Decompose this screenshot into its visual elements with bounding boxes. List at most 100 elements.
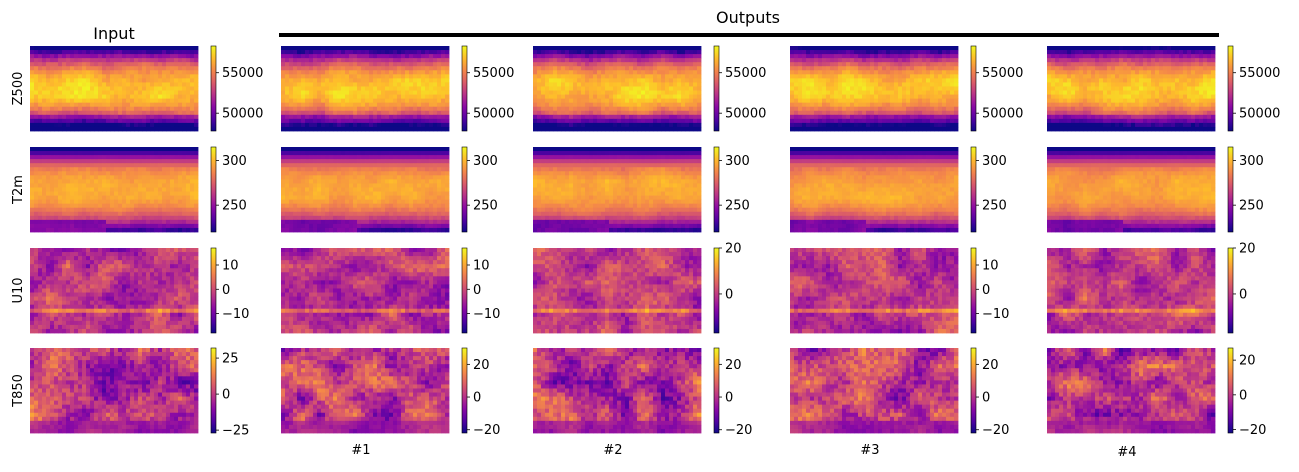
colorbar-tick-label: 0 (1239, 388, 1247, 403)
colorbar-tick-label: 50000 (222, 107, 263, 122)
colorbar-t850-3 (971, 348, 976, 433)
colorbar-tick-label: 10 (473, 259, 490, 274)
colorbar-tick-label: 0 (982, 391, 990, 406)
heatmap-z500-1 (281, 46, 449, 131)
colorbar-tick-label: 20 (725, 242, 742, 257)
colorbar-tick-label: 20 (982, 358, 999, 373)
colorbar-tick-label: 20 (1239, 242, 1256, 257)
colorbar-z500-4 (1228, 46, 1233, 131)
heatmap-t2m-0 (30, 147, 198, 232)
heatmap-z500-2 (533, 46, 701, 131)
colorbar-z500-3 (971, 46, 976, 131)
colorbar-tick-label: 300 (982, 154, 1007, 169)
colorbar-tick-label: 250 (222, 199, 247, 214)
colorbar-tick-label: −20 (473, 423, 500, 438)
colorbar-t850-1 (462, 348, 467, 433)
outputs-title: Outputs (716, 8, 780, 27)
heatmap-u10-4 (1047, 248, 1215, 333)
colorbar-z500-0 (211, 46, 216, 131)
colorbar-tick-label: −10 (222, 307, 249, 322)
colorbar-tick-label: 250 (725, 199, 750, 214)
colorbar-t2m-2 (714, 147, 719, 232)
colorbar-tick-label: 300 (725, 154, 750, 169)
colorbar-tick-label: 50000 (1239, 107, 1280, 122)
heatmap-u10-2 (533, 248, 701, 333)
column-label-2: #2 (603, 443, 622, 458)
colorbar-tick-label: 0 (982, 283, 990, 298)
colorbar-t850-0 (211, 348, 216, 433)
colorbar-tick-label: −10 (473, 307, 500, 322)
colorbar-tick-label: −20 (725, 423, 752, 438)
colorbar-t2m-0 (211, 147, 216, 232)
colorbar-tick-label: 55000 (1239, 66, 1280, 81)
colorbar-tick-label: 250 (982, 199, 1007, 214)
row-label-u10: U10 (11, 277, 26, 303)
heatmap-u10-3 (790, 248, 958, 333)
colorbar-t2m-1 (462, 147, 467, 232)
colorbar-u10-4 (1228, 248, 1233, 333)
heatmap-t2m-3 (790, 147, 958, 232)
colorbar-tick-label: 0 (725, 287, 733, 302)
row-label-t850: T850 (11, 374, 26, 408)
colorbar-tick-label: −10 (982, 307, 1009, 322)
column-label-1: #1 (351, 443, 370, 458)
heatmap-t2m-4 (1047, 147, 1215, 232)
colorbar-tick-label: 300 (1239, 154, 1264, 169)
colorbar-tick-label: 0 (222, 283, 230, 298)
input-title: Input (93, 24, 134, 43)
colorbar-tick-label: 250 (1239, 199, 1264, 214)
row-label-z500: Z500 (11, 72, 26, 106)
colorbar-t2m-4 (1228, 147, 1233, 232)
colorbar-tick-label: 300 (473, 154, 498, 169)
colorbar-tick-label: 55000 (473, 66, 514, 81)
column-label-4: #4 (1117, 445, 1136, 460)
colorbar-u10-2 (714, 248, 719, 333)
heatmap-t850-2 (533, 348, 701, 433)
colorbar-z500-1 (462, 46, 467, 131)
colorbar-tick-label: −20 (982, 423, 1009, 438)
colorbar-tick-label: 0 (222, 388, 230, 403)
colorbar-tick-label: 0 (725, 391, 733, 406)
colorbar-u10-0 (211, 248, 216, 333)
colorbar-tick-label: 0 (473, 391, 481, 406)
colorbar-t2m-3 (971, 147, 976, 232)
column-label-3: #3 (860, 443, 879, 458)
heatmap-t850-3 (790, 348, 958, 433)
colorbar-tick-label: 55000 (982, 66, 1023, 81)
heatmap-u10-1 (281, 248, 449, 333)
colorbar-tick-label: 0 (473, 283, 481, 298)
colorbar-tick-label: 55000 (725, 66, 766, 81)
heatmap-z500-0 (30, 46, 198, 131)
colorbar-t850-2 (714, 348, 719, 433)
colorbar-tick-label: 50000 (473, 107, 514, 122)
heatmap-t850-0 (30, 348, 198, 433)
heatmap-u10-0 (30, 248, 198, 333)
colorbar-tick-label: 55000 (222, 66, 263, 81)
colorbar-tick-label: 10 (222, 259, 239, 274)
colorbar-tick-label: 20 (725, 358, 742, 373)
colorbar-z500-2 (714, 46, 719, 131)
heatmap-t2m-2 (533, 147, 701, 232)
colorbar-u10-3 (971, 248, 976, 333)
colorbar-t850-4 (1228, 348, 1233, 433)
colorbar-tick-label: −20 (1239, 423, 1266, 438)
panels: Z500 50000 55000 50000 55000 50000 55000 50000 5… (11, 46, 1280, 460)
colorbar-tick-label: 20 (1239, 354, 1256, 369)
heatmap-t2m-1 (281, 147, 449, 232)
heatmap-t850-4 (1047, 348, 1215, 433)
colorbar-tick-label: 0 (1239, 287, 1247, 302)
colorbar-tick-label: 20 (473, 358, 490, 373)
heatmap-z500-4 (1047, 46, 1215, 131)
heatmap-z500-3 (790, 46, 958, 131)
colorbar-tick-label: 10 (982, 259, 999, 274)
colorbar-u10-1 (462, 248, 467, 333)
colorbar-tick-label: −25 (222, 424, 249, 439)
heatmap-t850-1 (281, 348, 449, 433)
colorbar-tick-label: 250 (473, 199, 498, 214)
colorbar-tick-label: 25 (222, 352, 239, 367)
colorbar-tick-label: 50000 (982, 107, 1023, 122)
colorbar-tick-label: 50000 (725, 107, 766, 122)
row-label-t2m: T2m (11, 175, 26, 205)
colorbar-tick-label: 300 (222, 154, 247, 169)
